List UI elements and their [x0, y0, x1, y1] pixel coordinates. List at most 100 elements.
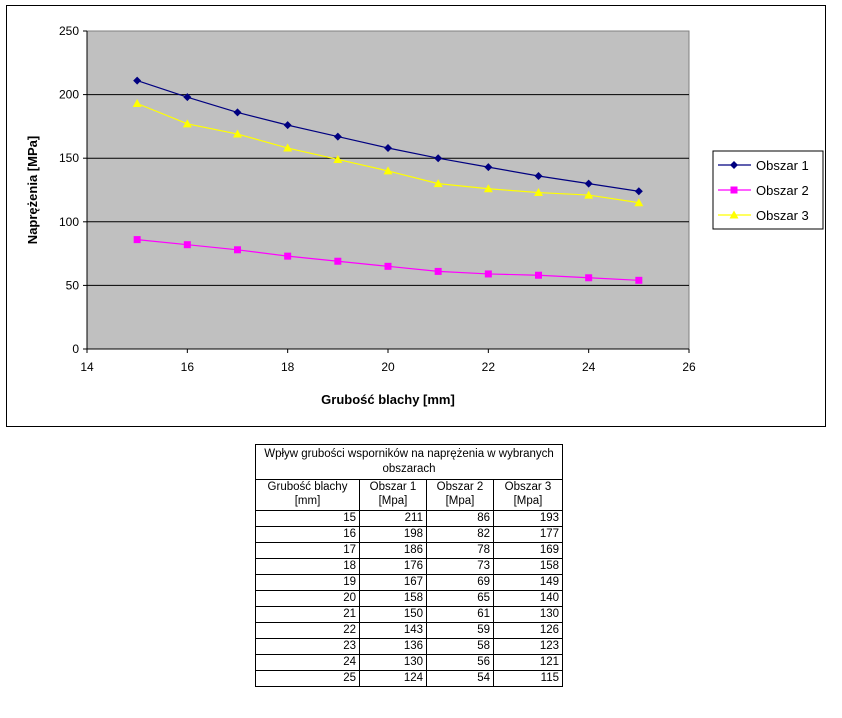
- column-header-area-1: Obszar 1 [Mpa]: [359, 479, 427, 511]
- table-cell: 158: [493, 558, 563, 575]
- y-axis-title: Naprężenia [MPa]: [25, 136, 40, 244]
- x-tick-label: 22: [482, 360, 496, 374]
- series-2-point: [284, 252, 292, 260]
- legend-label-1: Obszar 1: [756, 158, 809, 173]
- series-1-point: [584, 179, 593, 188]
- series-2-point: [334, 257, 342, 265]
- series-3-point: [333, 154, 343, 163]
- series-3-point: [483, 184, 493, 193]
- legend-marker-3: [729, 210, 739, 219]
- table-cell: 22: [255, 622, 360, 639]
- table-cell: 115: [493, 670, 563, 687]
- table-cell: 198: [359, 526, 427, 543]
- table-cell: 130: [359, 654, 427, 671]
- legend-label-3: Obszar 3: [756, 208, 809, 223]
- column-header-area-2: Obszar 2 [Mpa]: [426, 479, 494, 511]
- table-cell: 150: [359, 606, 427, 623]
- series-1-point: [484, 163, 493, 172]
- series-1-point: [233, 108, 242, 117]
- table-cell: 23: [255, 638, 360, 655]
- series-3-point: [182, 119, 192, 128]
- table-header-row: Grubość blachy [mm] Obszar 1 [Mpa] Obsza…: [255, 479, 563, 511]
- table-cell: 176: [359, 558, 427, 575]
- plot-area: [86, 30, 690, 350]
- series-3-point: [383, 166, 393, 175]
- table-cell: 158: [359, 590, 427, 607]
- series-1-point: [634, 187, 643, 196]
- table-caption: Wpływ grubości wsporników na naprężenia …: [255, 444, 563, 480]
- table-cell: 82: [426, 526, 494, 543]
- y-tick-label: 0: [72, 342, 79, 356]
- legend-marker-2: [730, 186, 738, 194]
- table-row: 16 198 82 177: [255, 526, 563, 543]
- x-tick-label: 24: [582, 360, 596, 374]
- table-cell: 17: [255, 542, 360, 559]
- table-cell: 126: [493, 622, 563, 639]
- table-row: 24 130 56 121: [255, 654, 563, 671]
- table-cell: 15: [255, 510, 360, 527]
- table-body: 15 211 86 193 16 198 82 177 17 186 78 169 18 176 73 158…: [255, 510, 563, 687]
- series-2-point: [635, 276, 643, 284]
- series-1-point: [283, 121, 292, 130]
- legend-marker-1: [730, 161, 738, 169]
- table-cell: 16: [255, 526, 360, 543]
- series-1-point: [183, 93, 192, 102]
- y-tick-label: 50: [66, 278, 80, 292]
- table-cell: 59: [426, 622, 494, 639]
- table-cell: 56: [426, 654, 494, 671]
- series-2-point: [384, 262, 392, 270]
- series-3-point: [233, 129, 242, 138]
- table-cell: 54: [426, 670, 494, 687]
- table-cell: 18: [255, 558, 360, 575]
- series-2-point: [484, 270, 492, 278]
- table-cell: 130: [493, 606, 563, 623]
- series-2-point: [434, 267, 442, 275]
- column-header-area-3: Obszar 3 [Mpa]: [493, 479, 563, 511]
- x-tick-label: 16: [181, 360, 195, 374]
- data-table: Wpływ grubości wsporników na naprężenia …: [255, 444, 563, 687]
- table-cell: 58: [426, 638, 494, 655]
- table-row: 19 167 69 149: [255, 574, 563, 591]
- table-cell: 167: [359, 574, 427, 591]
- table-cell: 193: [493, 510, 563, 527]
- legend-label-2: Obszar 2: [756, 183, 809, 198]
- table-row: 17 186 78 169: [255, 542, 563, 559]
- table-cell: 140: [493, 590, 563, 607]
- y-tick-label: 100: [59, 215, 79, 229]
- table-row: 18 176 73 158: [255, 558, 563, 575]
- series-3-point: [283, 143, 293, 152]
- series-3-point: [132, 99, 142, 108]
- table-cell: 19: [255, 574, 360, 591]
- series-1-point: [133, 76, 142, 85]
- table-cell: 65: [426, 590, 494, 607]
- table-cell: 21: [255, 606, 360, 623]
- y-tick-label: 200: [59, 88, 79, 102]
- table-cell: 123: [493, 638, 563, 655]
- table-cell: 61: [426, 606, 494, 623]
- line-chart: 0 50 100 150 200 250 14 16 18 20 22 24 26 Grubość bla…: [25, 24, 824, 407]
- series-2-point: [585, 274, 593, 282]
- table-cell: 136: [359, 638, 427, 655]
- table-cell: 149: [493, 574, 563, 591]
- series-2-point: [133, 236, 141, 244]
- series-1-point: [434, 154, 443, 163]
- series-1-point: [534, 172, 543, 181]
- table-cell: 124: [359, 670, 427, 687]
- chart-frame: 0 50 100 150 200 250 14 16 18 20 22 24 26 Grubość bla…: [6, 5, 826, 427]
- table-cell: 25: [255, 670, 360, 687]
- table-row: 25 124 54 115: [255, 670, 563, 687]
- x-tick-label: 14: [80, 360, 94, 374]
- series-2-point: [183, 241, 191, 249]
- table-cell: 69: [426, 574, 494, 591]
- series-1-point: [384, 144, 392, 153]
- series-2-point: [234, 246, 241, 254]
- series-1-point: [333, 132, 342, 141]
- table-row: 15 211 86 193: [255, 510, 563, 527]
- table-cell: 186: [359, 542, 427, 559]
- table-row: 21 150 61 130: [255, 606, 563, 623]
- table-cell: 73: [426, 558, 494, 575]
- table-row: 23 136 58 123: [255, 638, 563, 655]
- series-3-point: [433, 179, 443, 188]
- table-cell: 78: [426, 542, 494, 559]
- table-cell: 86: [426, 510, 494, 527]
